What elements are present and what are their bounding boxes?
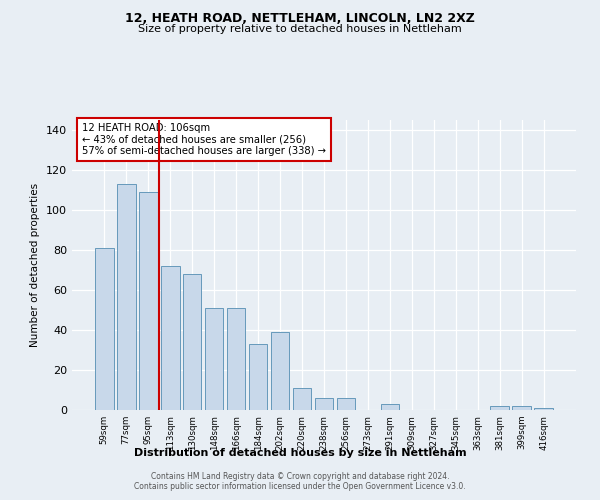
Bar [117, 184, 136, 410]
Bar [227, 308, 245, 410]
Bar [293, 388, 311, 410]
Text: Contains HM Land Registry data © Crown copyright and database right 2024.: Contains HM Land Registry data © Crown c… [151, 472, 449, 481]
Text: 12 HEATH ROAD: 106sqm
← 43% of detached houses are smaller (256)
57% of semi-det: 12 HEATH ROAD: 106sqm ← 43% of detached … [82, 123, 326, 156]
Text: Contains public sector information licensed under the Open Government Licence v3: Contains public sector information licen… [134, 482, 466, 491]
Bar [535, 408, 553, 410]
Bar [139, 192, 158, 410]
Text: Distribution of detached houses by size in Nettleham: Distribution of detached houses by size … [134, 448, 466, 458]
Y-axis label: Number of detached properties: Number of detached properties [31, 183, 40, 347]
Text: Size of property relative to detached houses in Nettleham: Size of property relative to detached ho… [138, 24, 462, 34]
Bar [512, 406, 531, 410]
Bar [314, 398, 334, 410]
Bar [380, 404, 399, 410]
Bar [205, 308, 223, 410]
Bar [490, 406, 509, 410]
Bar [249, 344, 268, 410]
Text: 12, HEATH ROAD, NETTLEHAM, LINCOLN, LN2 2XZ: 12, HEATH ROAD, NETTLEHAM, LINCOLN, LN2 … [125, 12, 475, 26]
Bar [337, 398, 355, 410]
Bar [183, 274, 202, 410]
Bar [271, 332, 289, 410]
Bar [161, 266, 179, 410]
Bar [95, 248, 113, 410]
